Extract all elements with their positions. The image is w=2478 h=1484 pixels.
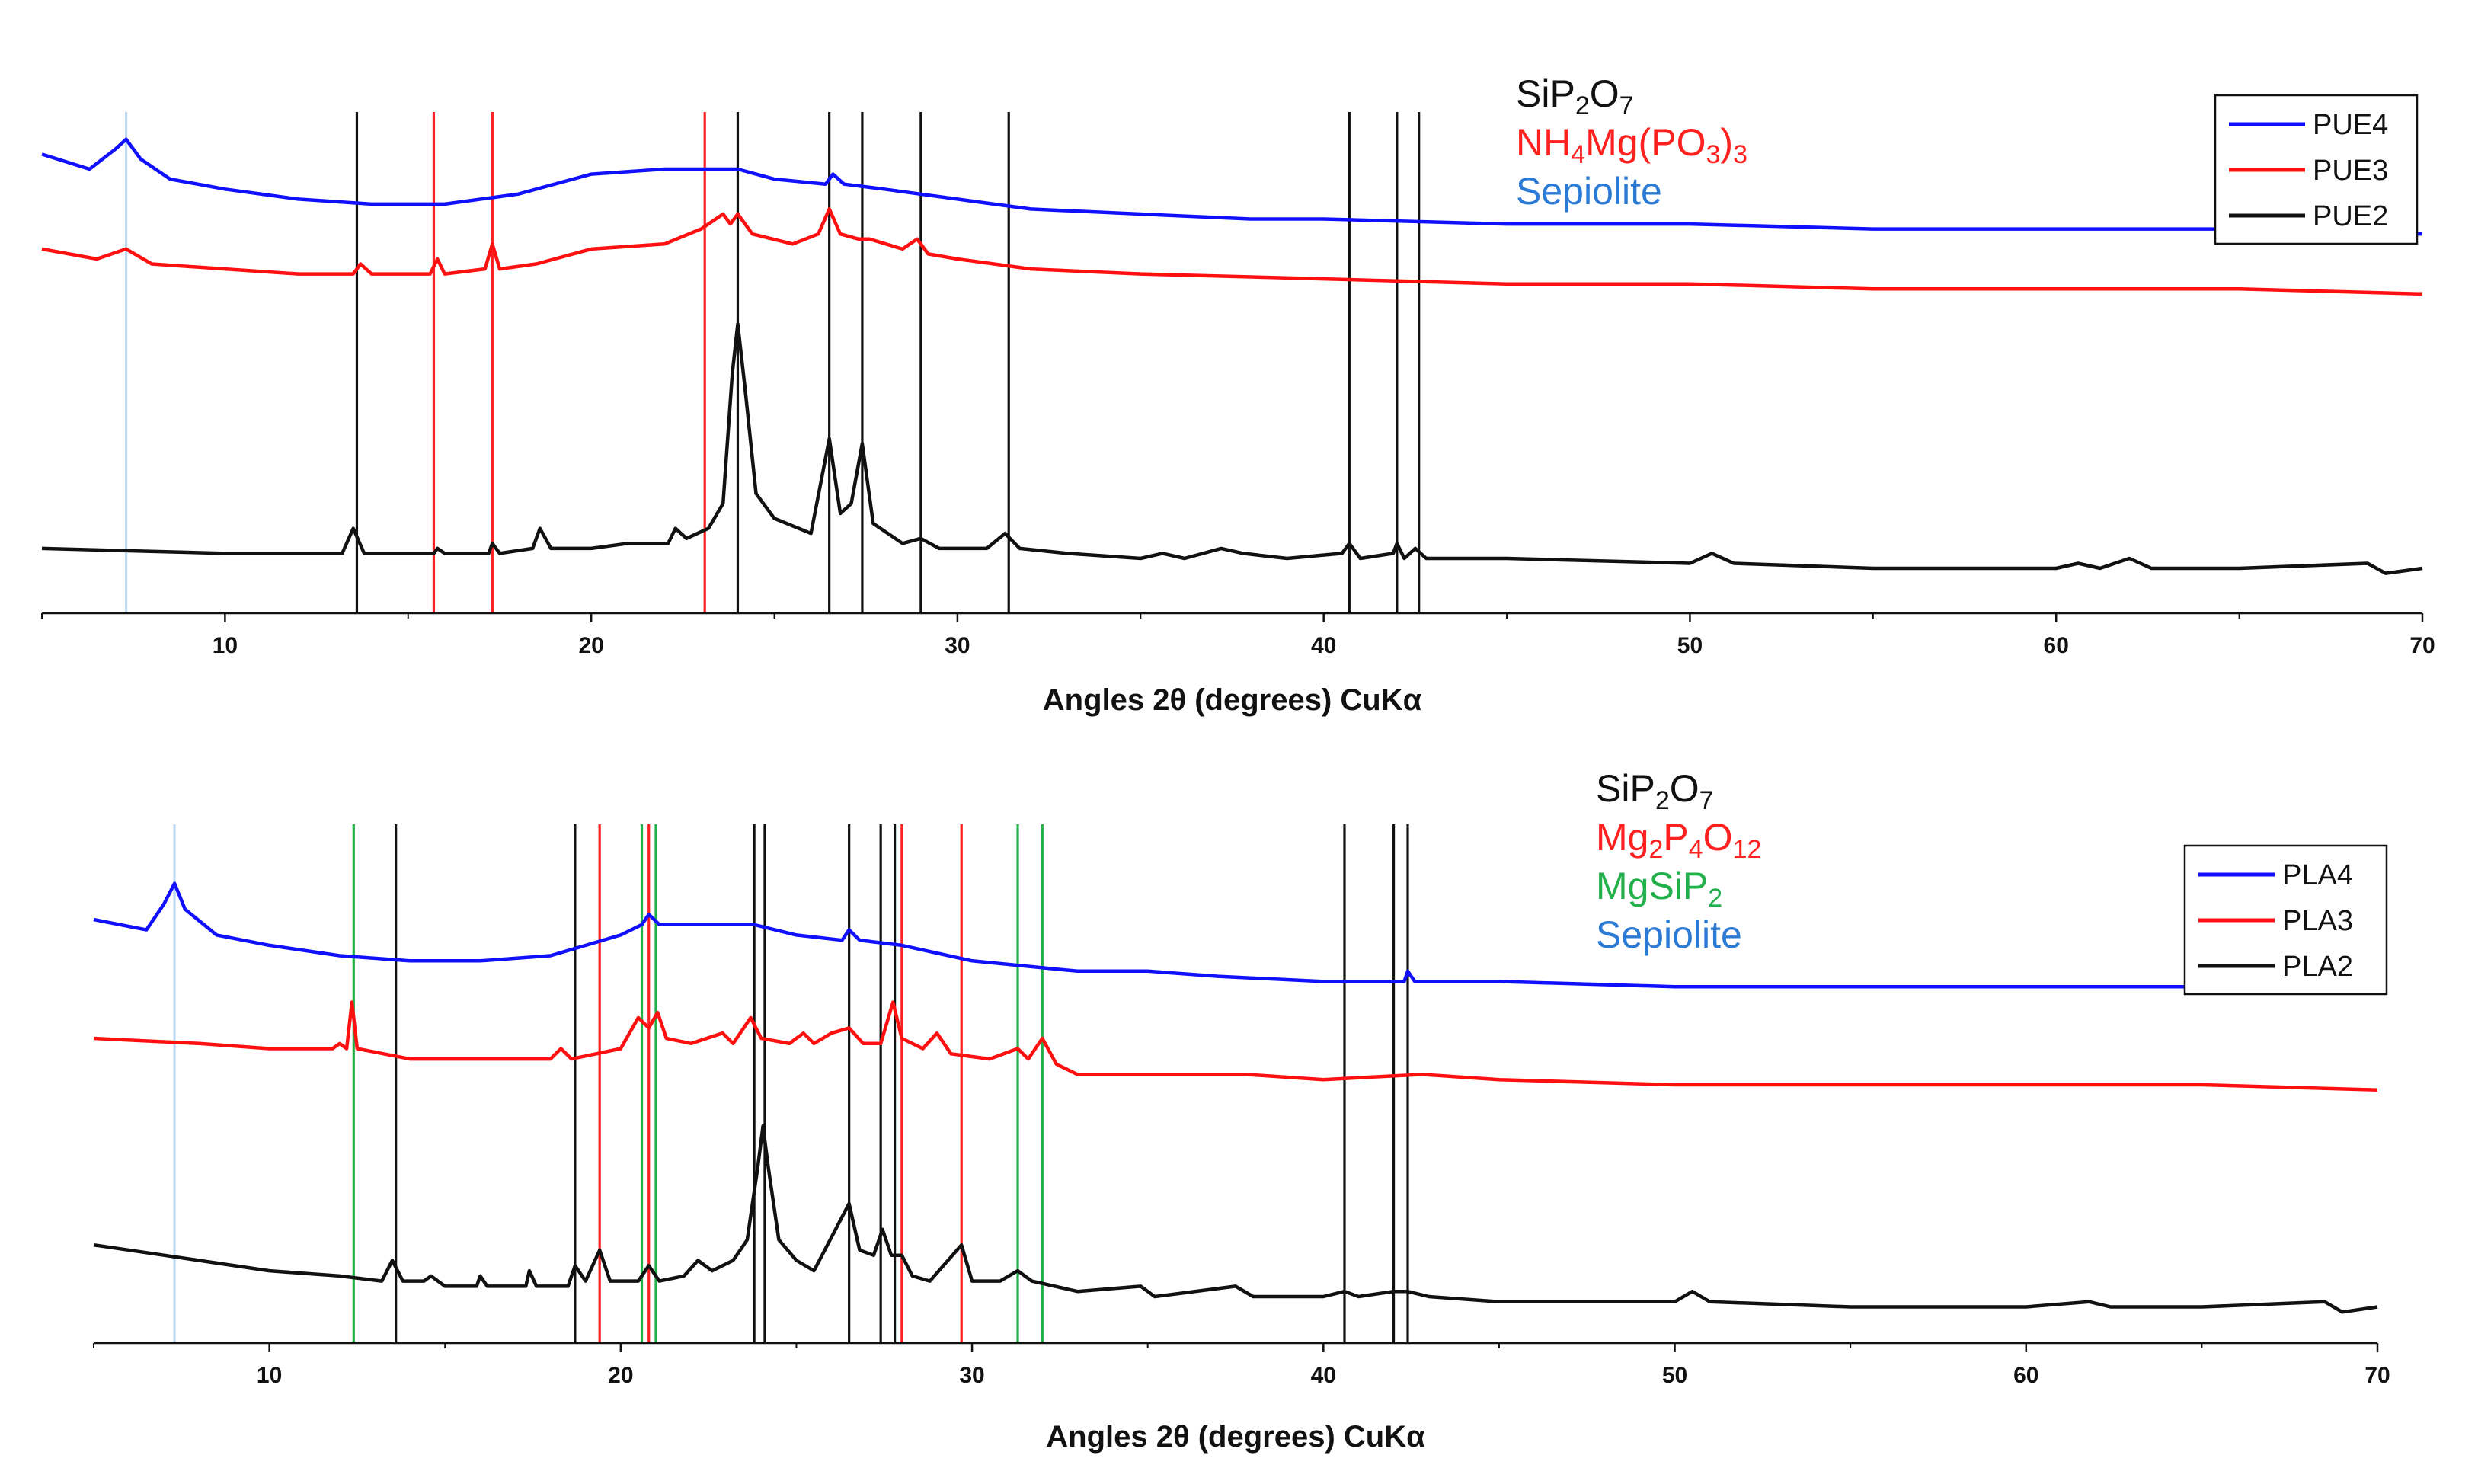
phase-label-text: O [1590,72,1619,115]
phase-label-subscript: 4 [1571,140,1585,169]
legend-label: PUE3 [2313,155,2388,187]
series-line-pla2 [93,1124,2378,1314]
x-tick-label: 60 [2044,633,2069,658]
phase-label-text: Sepiolite [1596,913,1742,956]
legend: PUE4 PUE3 PUE2 [2214,94,2419,245]
legend-label: PLA4 [2282,859,2353,891]
legend: PLA4 PLA3 PLA2 [2183,844,2388,996]
x-axis-title: Angles 2θ (degrees) CuKα [1046,1420,1425,1454]
x-tick-label: 30 [945,633,970,658]
legend-label: PUE2 [2313,200,2388,232]
phase-label-text: SiP [1596,767,1655,810]
reference-lines [124,112,1421,613]
reference-lines [173,824,1409,1343]
chart-panel-2: 10 20 30 40 50 60 70 Angles 2θ (degrees) CuKα Si… [93,767,2390,1454]
x-axis-title: Angles 2θ (degrees) CuKα [1043,683,1422,717]
phase-label-text: Sepiolite [1516,170,1662,213]
phase-label-subscript: 7 [1619,91,1634,120]
phase-label-text: O [1670,767,1699,810]
phase-label: Mg2P4O12 [1596,816,1761,864]
phase-label-text: ) [1720,121,1733,164]
x-tick-label: 40 [1311,633,1336,658]
x-tick-label: 40 [1311,1363,1336,1388]
phase-label: SiP2O7 [1516,72,1634,120]
phase-label: SiP2O7 [1596,767,1714,815]
series-line-pla3 [93,1000,2378,1092]
phase-label-subscript: 12 [1733,835,1762,864]
phase-label-text: P [1663,816,1688,859]
phase-label-subscript: 3 [1733,140,1747,169]
series-line-pue4 [41,137,2423,236]
phase-label-text: Mg [1596,816,1648,859]
phase-label-text: O [1703,816,1733,859]
phase-label: MgSiP2 [1596,865,1722,913]
legend-label: PLA3 [2282,905,2353,937]
phase-label-subscript: 2 [1708,884,1722,913]
series-line-pue3 [41,207,2423,296]
x-tick-label: 20 [578,633,603,658]
phase-label-subscript: 3 [1706,140,1721,169]
x-tick-label: 10 [257,1363,282,1388]
x-tick-label: 20 [608,1363,633,1388]
phase-label-text: NH [1516,121,1571,164]
x-tick-label: 70 [2409,633,2435,658]
legend-label: PUE4 [2313,109,2388,141]
phase-label-subscript: 2 [1575,91,1590,120]
series-line-pla4 [93,881,2378,994]
x-tick-label: 60 [2013,1363,2038,1388]
phase-label-subscript: 2 [1655,786,1670,815]
x-tick-label: 50 [1662,1363,1687,1388]
x-tick-label: 10 [213,633,238,658]
x-tick-label: 70 [2364,1363,2390,1388]
phase-label-subscript: 4 [1689,835,1703,864]
phase-label-subscript: 7 [1699,786,1714,815]
phase-label: Sepiolite [1596,913,1742,956]
phase-label: NH4Mg(PO3)3 [1516,121,1747,169]
phase-label-text: SiP [1516,72,1575,115]
legend-label: PLA2 [2282,951,2353,983]
phase-label-text: MgSiP [1596,865,1708,907]
x-tick-label: 50 [1677,633,1703,658]
phase-label: Sepiolite [1516,170,1662,213]
phase-label-text: Mg(PO [1585,121,1706,164]
chart-panel-1: 10 20 30 40 50 60 70 Angles 2θ (degrees) CuKα Si… [41,72,2435,717]
series-line-pue2 [41,321,2423,575]
x-tick-label: 30 [959,1363,984,1388]
phase-label-subscript: 2 [1648,835,1663,864]
